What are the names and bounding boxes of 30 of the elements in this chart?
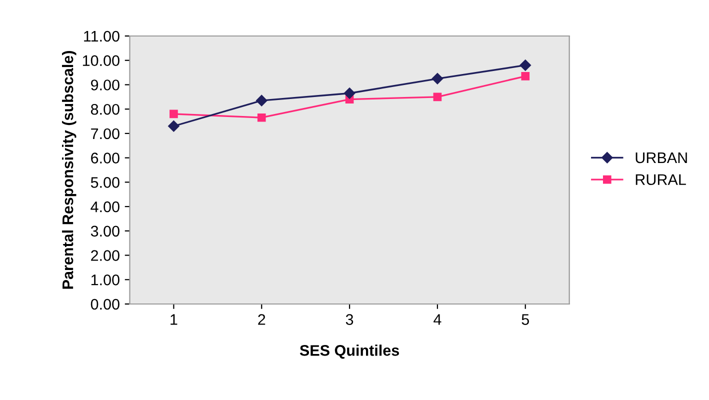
y-tick-label: 9.00 xyxy=(91,80,120,90)
point xyxy=(432,73,444,84)
y-tick-label: 10.00 xyxy=(82,55,120,66)
point xyxy=(520,60,531,71)
x-tick-label: 3 xyxy=(346,314,354,325)
point xyxy=(433,92,442,102)
y-tick-label: 0.00 xyxy=(90,298,120,310)
point xyxy=(257,113,266,122)
y-tick-label: 11.00 xyxy=(84,30,120,42)
point xyxy=(170,110,178,118)
y-tick-label: 7.00 xyxy=(91,128,120,140)
y-tick-label: 1.00 xyxy=(91,274,120,286)
y-tick-label: 5.00 xyxy=(90,177,120,188)
y-axis-title: Parental Responsivity (subscale) xyxy=(62,51,76,289)
point xyxy=(256,94,268,106)
y-tick-label: 3.00 xyxy=(90,226,120,237)
y-tick-label: 6.00 xyxy=(91,152,120,164)
point xyxy=(168,120,180,132)
point xyxy=(521,72,530,80)
y-tick-label: 2.00 xyxy=(91,250,120,261)
x-tick-label: 5 xyxy=(522,314,529,325)
x-tick-label: 2 xyxy=(258,314,266,325)
y-tick-label: 4.00 xyxy=(90,201,120,212)
legend-label: URBAN xyxy=(636,152,687,164)
point xyxy=(344,88,356,99)
x-axis-title: SES Quintiles xyxy=(300,344,399,359)
legend-label: RURAL xyxy=(636,174,686,186)
x-tick-label: 1 xyxy=(170,314,178,325)
x-tick-label: 4 xyxy=(434,314,442,325)
y-tick-label: 8.00 xyxy=(90,104,120,115)
